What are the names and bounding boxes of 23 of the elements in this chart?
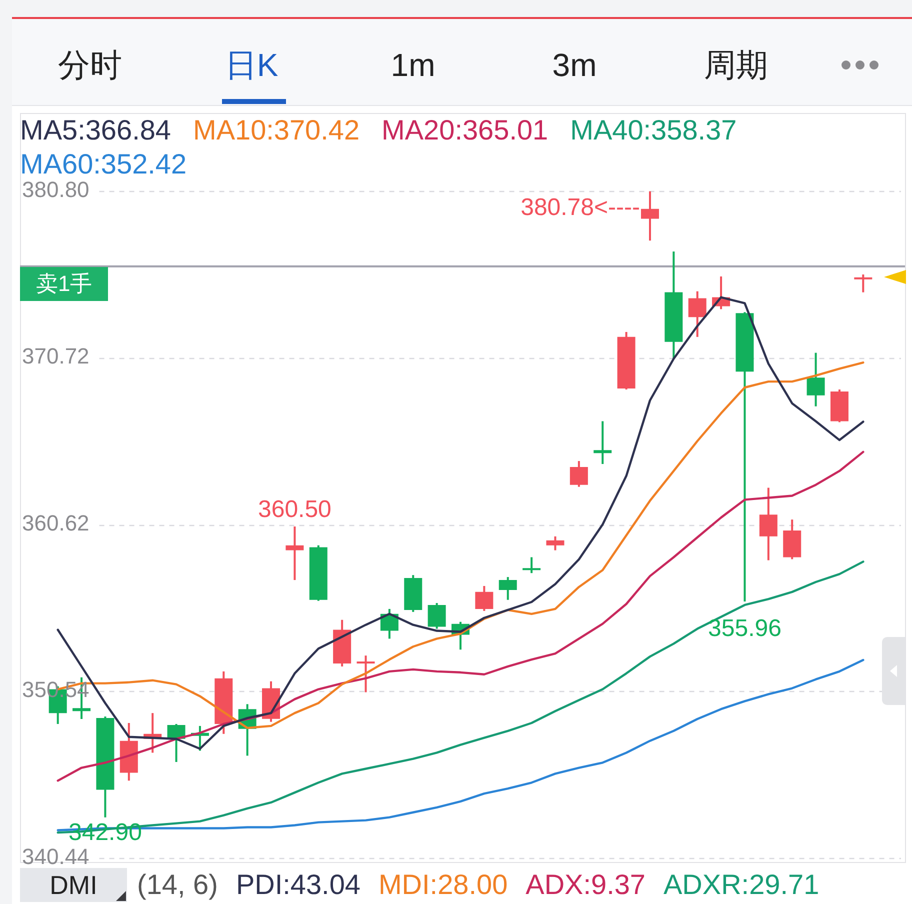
text: MA40:358.37 [570,114,737,146]
text: MA60:352.42 [20,148,187,180]
candlestick [854,274,872,292]
tab-bar: 分时 日K 1m 3m 周期 [12,17,912,106]
candlestick [594,421,612,464]
text: MA10:370.42 [192,114,360,146]
annotation: 380.78<---- [520,194,640,221]
candlestick [286,526,304,580]
text: MA20:365.01 [382,114,548,146]
y-tick-label: 360.62 [22,510,90,536]
y-tick-label: 370.72 [22,344,90,369]
text: DMI [50,870,98,900]
annotation: 355.96 [708,615,782,642]
y-tick-label: 380.80 [22,177,90,202]
text: MDI:28.00 [378,869,508,901]
text: (14, 6) [137,869,218,901]
ref-line-label: 卖1手 [35,271,94,296]
text: PDI:43.04 [236,869,360,901]
text: ADXR:29.71 [664,869,820,901]
text: ADX:9.37 [526,869,646,901]
y-tick-label: 340.44 [22,844,90,870]
annotation: 360.50 [258,496,332,524]
text: MA5:366.84 [20,114,171,146]
